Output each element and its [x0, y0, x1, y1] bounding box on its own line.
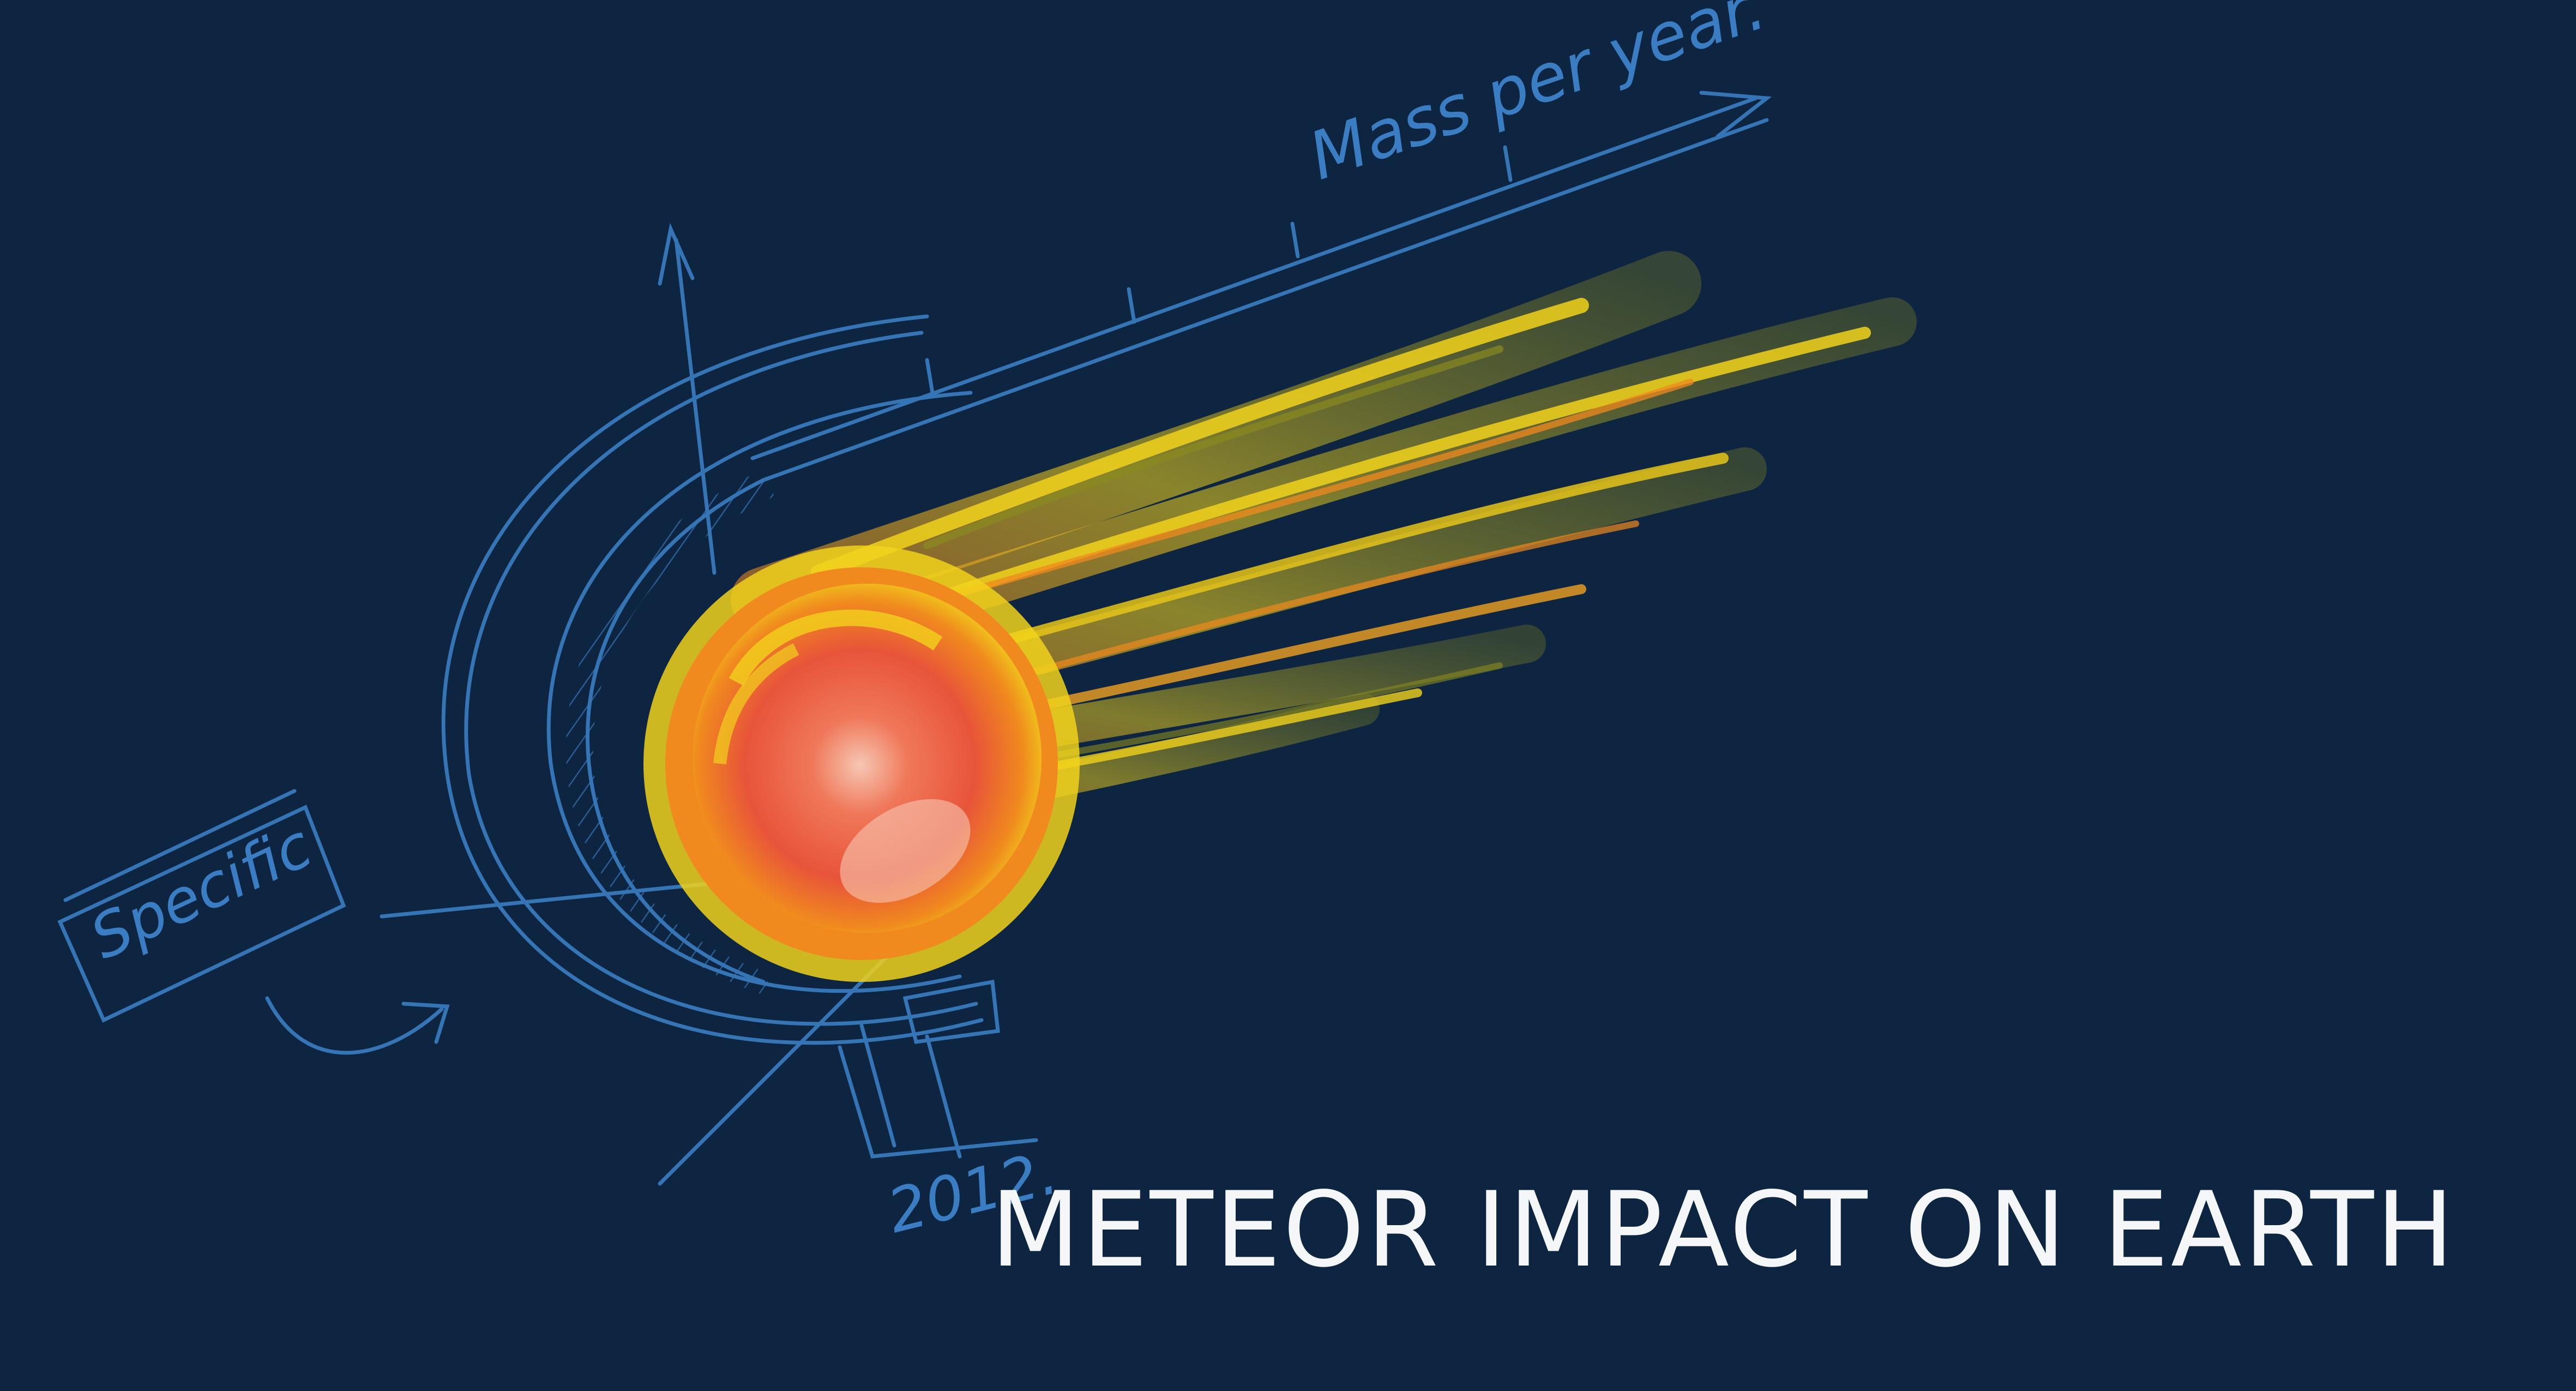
sketch-lines: [57, 91, 1772, 1186]
meteor-icon: [643, 545, 1080, 982]
page-title: METEOR IMPACT ON EARTH: [990, 1170, 2456, 1290]
axis-label: Mass per year.: [1300, 0, 1774, 195]
